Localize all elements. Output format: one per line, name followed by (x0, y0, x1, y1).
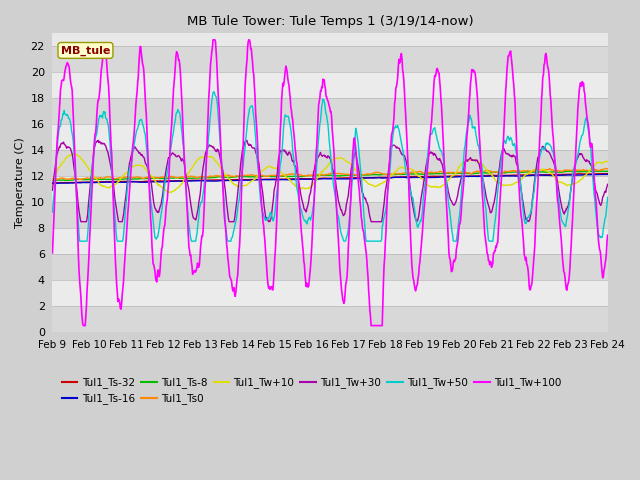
Legend: Tul1_Ts-32, Tul1_Ts-16, Tul1_Ts-8, Tul1_Ts0, Tul1_Tw+10, Tul1_Tw+30, Tul1_Tw+50,: Tul1_Ts-32, Tul1_Ts-16, Tul1_Ts-8, Tul1_… (58, 373, 566, 408)
Title: MB Tule Tower: Tule Temps 1 (3/19/14-now): MB Tule Tower: Tule Temps 1 (3/19/14-now… (187, 15, 474, 28)
Bar (52, 280, 607, 306)
Bar (52, 150, 607, 176)
Bar (52, 228, 607, 254)
Y-axis label: Temperature (C): Temperature (C) (15, 137, 25, 228)
Text: MB_tule: MB_tule (61, 45, 110, 56)
Bar (52, 202, 607, 228)
Bar (52, 98, 607, 124)
Bar (52, 72, 607, 98)
Bar (52, 306, 607, 332)
Bar (52, 124, 607, 150)
Bar (52, 176, 607, 202)
Bar (52, 254, 607, 280)
Bar (52, 47, 607, 72)
